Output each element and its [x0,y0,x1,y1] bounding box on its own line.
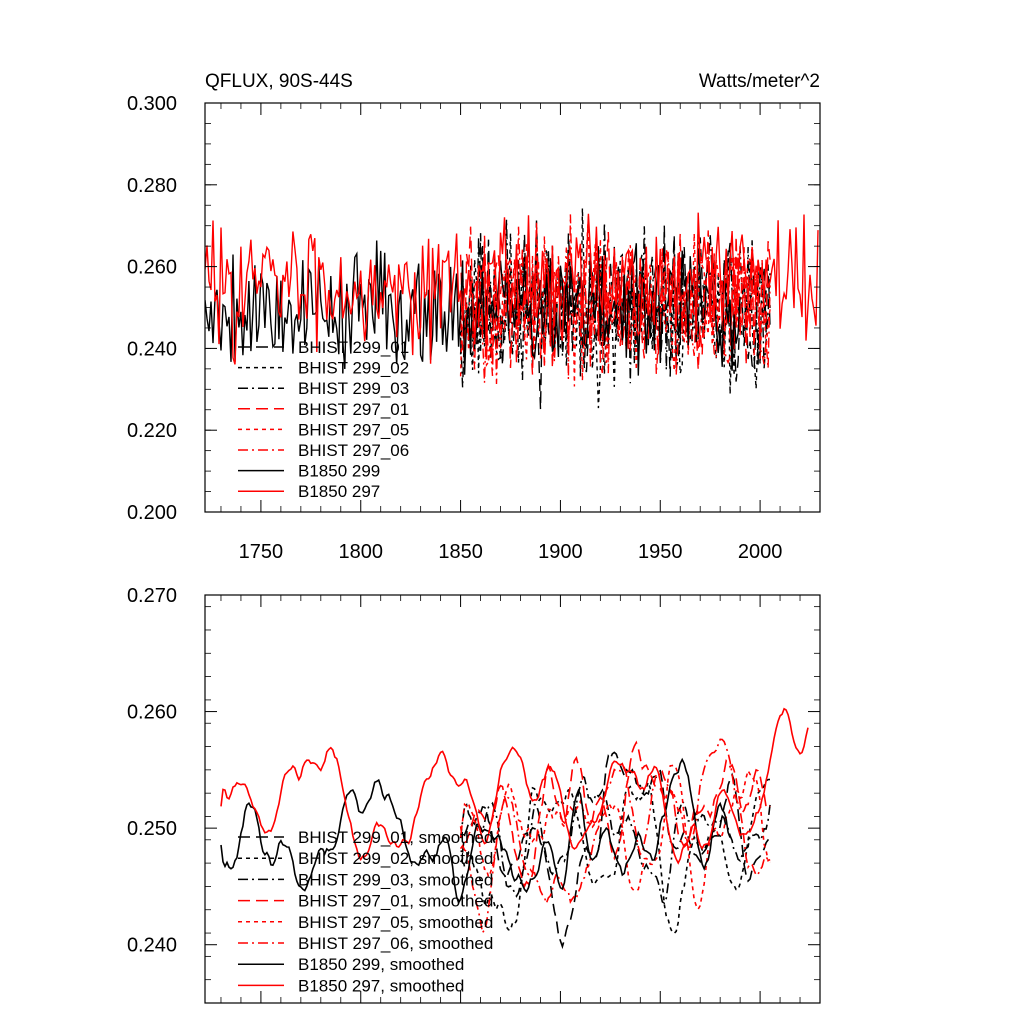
legend: BHIST 299_01, smoothed BHIST 299_02, smoo… [238,828,493,995]
legend-label: BHIST 297_05, smoothed [298,913,493,932]
chart-panel-1: QFLUX, 90S-44S Watts/meter^2 0.300 0.280 0.2… [127,71,821,563]
x-tick-label: 1750 [239,541,284,563]
y-tick-label: 0.240 [127,935,177,957]
y-tick-label: 0.240 [127,338,177,360]
x-tick-label: 1950 [638,541,683,563]
legend-label: BHIST 299_03, smoothed [298,870,493,889]
series-line-5 [459,764,771,911]
series-lines [220,707,809,950]
legend-label: BHIST 297_06 [298,441,409,460]
legend-label: B1850 299 [298,462,380,481]
x-tick-label: 2000 [738,541,783,563]
y-tick-label: 0.220 [127,420,177,442]
chart-panel-2: 0.270 0.260 0.250 0.240 BHIST 299_01, smooth… [127,585,821,1004]
legend-label: BHIST 297_01, smoothed [298,892,493,911]
y-tick-label: 0.260 [127,702,177,724]
y-tick-label: 0.300 [127,93,177,115]
y-tick-label: 0.270 [127,585,177,607]
x-tick-label: 1900 [538,541,583,563]
legend-label: BHIST 299_01, smoothed [298,828,493,847]
series-line-6 [459,738,771,935]
legend-label: BHIST 297_06, smoothed [298,934,493,953]
legend-label: BHIST 299_03 [298,379,409,398]
legend-label: BHIST 297_05 [298,420,409,439]
legend-label: BHIST 299_02 [298,359,409,378]
legend-label: B1850 299, smoothed [298,955,464,974]
x-tick-label: 1800 [338,541,383,563]
y-tick-label: 0.280 [127,175,177,197]
series-line-7 [220,757,731,905]
legend-label: BHIST 299_01 [298,338,409,357]
legend-label: BHIST 299_02, smoothed [298,849,493,868]
chart-title: QFLUX, 90S-44S [205,71,353,92]
series-line-3 [459,775,771,905]
series-lines [205,208,819,410]
legend-label: BHIST 297_01 [298,400,409,419]
y-tick-label: 0.200 [127,502,177,524]
units-label: Watts/meter^2 [699,71,820,92]
legend-label: B1850 297 [298,482,380,501]
legend-label: B1850 297, smoothed [298,976,464,995]
series-line-8 [205,212,819,365]
y-tick-label: 0.260 [127,257,177,279]
x-tick-label: 1850 [438,541,483,563]
y-tick-label: 0.250 [127,818,177,840]
series-line-4 [459,740,771,889]
series-line-7 [205,240,741,376]
series-line-8 [220,707,809,865]
plot-frame [204,594,821,1004]
